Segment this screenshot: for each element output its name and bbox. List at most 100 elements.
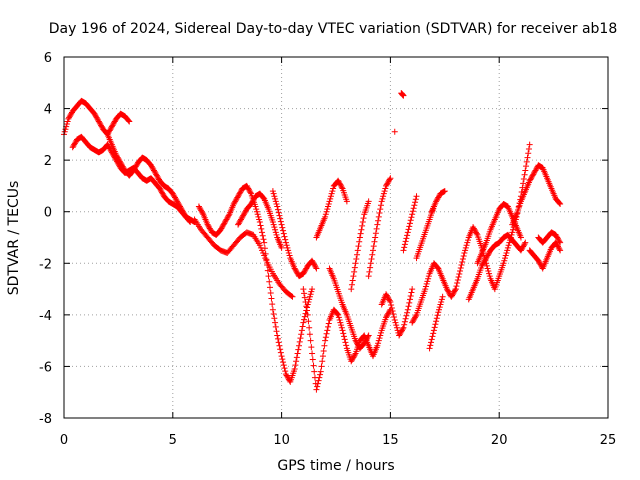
data-point (158, 188, 165, 195)
data-point (522, 167, 529, 174)
series-track-6 (235, 190, 285, 251)
data-point (472, 229, 479, 236)
data-point (364, 335, 371, 342)
data-point (240, 212, 247, 219)
data-point (403, 235, 410, 242)
data-point (533, 166, 540, 173)
data-point (326, 198, 333, 205)
data-point (401, 244, 408, 251)
data-point (354, 340, 361, 347)
data-point (254, 211, 261, 218)
data-point (286, 252, 293, 259)
data-point (377, 329, 384, 336)
data-point (462, 247, 469, 254)
data-point (454, 280, 461, 287)
data-point (305, 318, 312, 325)
data-point (235, 191, 242, 198)
data-point (500, 260, 507, 267)
data-point (429, 333, 436, 340)
data-point (335, 177, 342, 184)
data-point (385, 309, 392, 316)
data-point (294, 350, 301, 357)
data-point (309, 258, 316, 265)
data-point (410, 205, 417, 212)
data-point (65, 115, 72, 122)
data-point (207, 226, 214, 233)
data-point (460, 252, 467, 259)
data-point (282, 368, 289, 375)
data-point (392, 319, 399, 326)
data-point (250, 197, 257, 204)
data-point (303, 303, 310, 310)
data-point (301, 294, 308, 301)
data-point (148, 163, 155, 170)
data-point (449, 291, 456, 298)
data-point (300, 286, 307, 293)
data-point (459, 255, 466, 262)
data-point (274, 206, 281, 213)
data-point (479, 261, 486, 268)
data-point (245, 185, 252, 192)
data-point (273, 231, 280, 238)
data-point (327, 195, 334, 202)
y-tick-label: -2 (39, 257, 52, 272)
data-point (317, 368, 324, 375)
data-point (413, 193, 420, 200)
data-point (206, 224, 213, 231)
data-point (430, 330, 437, 337)
data-point (272, 323, 279, 330)
data-point (154, 173, 161, 180)
data-point (313, 265, 320, 272)
data-point (300, 270, 307, 277)
data-point (285, 249, 292, 256)
data-point (286, 377, 293, 384)
data-point (171, 194, 178, 201)
data-point (354, 251, 361, 258)
data-point (377, 206, 384, 213)
x-tick-label: 10 (273, 433, 290, 448)
data-point (105, 128, 112, 135)
data-point (283, 372, 290, 379)
data-point (293, 354, 300, 361)
data-point (412, 314, 419, 321)
data-point (485, 268, 492, 275)
data-point (412, 199, 419, 206)
data-point (72, 139, 79, 146)
data-point (450, 289, 457, 296)
data-point (402, 238, 409, 245)
data-point (385, 310, 392, 317)
data-point (306, 324, 313, 331)
series-track-2 (69, 133, 194, 226)
data-point (531, 170, 538, 177)
data-point (301, 290, 308, 297)
data-point (367, 260, 374, 267)
data-point (253, 206, 260, 213)
data-point (369, 247, 376, 254)
data-point (95, 118, 102, 125)
data-point (409, 318, 416, 325)
data-point (266, 278, 273, 285)
data-point (359, 222, 366, 229)
data-point (454, 277, 461, 284)
y-axis-title: SDTVAR / TECUs (6, 181, 22, 296)
data-point (239, 213, 246, 220)
data-point (472, 228, 479, 235)
data-point (527, 176, 534, 183)
data-point (371, 238, 378, 245)
data-point (281, 365, 288, 372)
y-tick-label: 0 (44, 206, 52, 221)
data-point (364, 333, 371, 340)
data-point (111, 118, 118, 125)
data-point (399, 326, 406, 333)
data-point (272, 229, 279, 236)
data-point (383, 292, 390, 299)
data-point (111, 153, 118, 160)
data-point (306, 293, 313, 300)
data-point (322, 334, 329, 341)
data-point (324, 327, 331, 334)
data-point (269, 301, 276, 308)
data-point (306, 296, 313, 303)
data-point (273, 200, 280, 207)
data-point (358, 226, 365, 233)
data-point (68, 110, 75, 117)
